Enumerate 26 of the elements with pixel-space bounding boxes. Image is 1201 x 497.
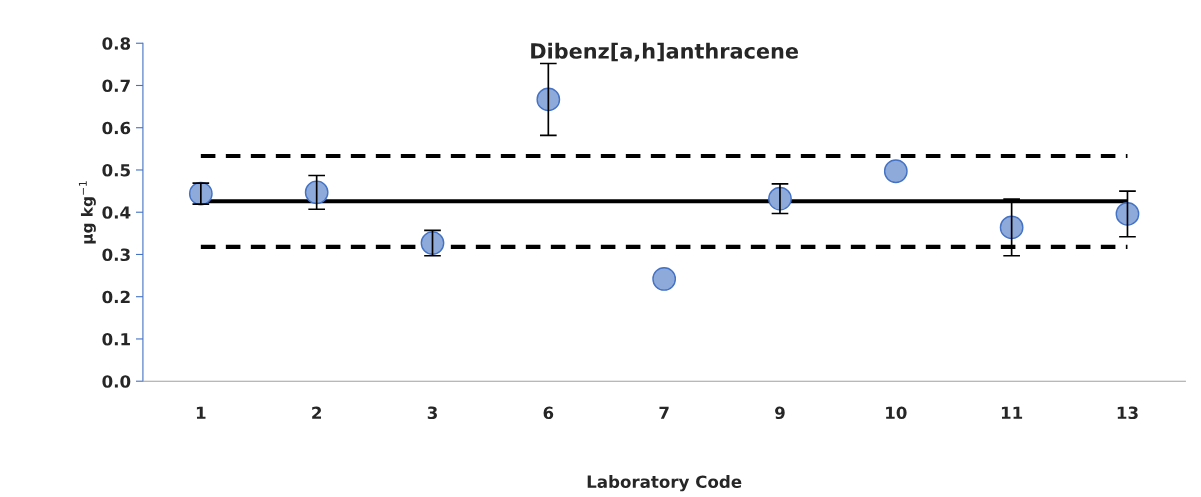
x-tick-label: 3 bbox=[427, 406, 437, 420]
y-tick-label: 0.5 bbox=[102, 163, 130, 177]
x-tick-label: 7 bbox=[659, 406, 669, 419]
y-tick-label: 0.4 bbox=[102, 206, 131, 219]
y-tick-label: 0.3 bbox=[102, 248, 130, 262]
x-tick-label: 13 bbox=[1117, 406, 1138, 420]
point bbox=[883, 159, 908, 184]
point bbox=[999, 215, 1024, 240]
x-tick-label: 11 bbox=[1001, 406, 1023, 419]
chart-title: Dibenz[a,h]anthracene bbox=[531, 42, 799, 62]
y-tick-label: 0.6 bbox=[102, 121, 131, 135]
x-tick-label: 2 bbox=[312, 406, 322, 419]
x-tick-label: 10 bbox=[886, 406, 907, 420]
y-tick-label: 0.7 bbox=[102, 79, 130, 93]
point bbox=[652, 267, 677, 291]
y-tick-label: 0.8 bbox=[102, 37, 131, 50]
point bbox=[304, 180, 329, 205]
x-tick-label: 1 bbox=[196, 406, 206, 419]
point bbox=[1115, 202, 1140, 226]
x-tick-label: 9 bbox=[775, 406, 785, 420]
x-tick-label: 6 bbox=[543, 406, 554, 420]
y-tick-label: 0.0 bbox=[102, 375, 131, 388]
x-axis-title: Laboratory Code bbox=[587, 475, 742, 492]
y-axis-title: μg kg$^{−1}$ bbox=[78, 181, 96, 244]
y-tick-label: 0.1 bbox=[102, 332, 130, 346]
y-tick-label: 0.2 bbox=[102, 290, 130, 304]
